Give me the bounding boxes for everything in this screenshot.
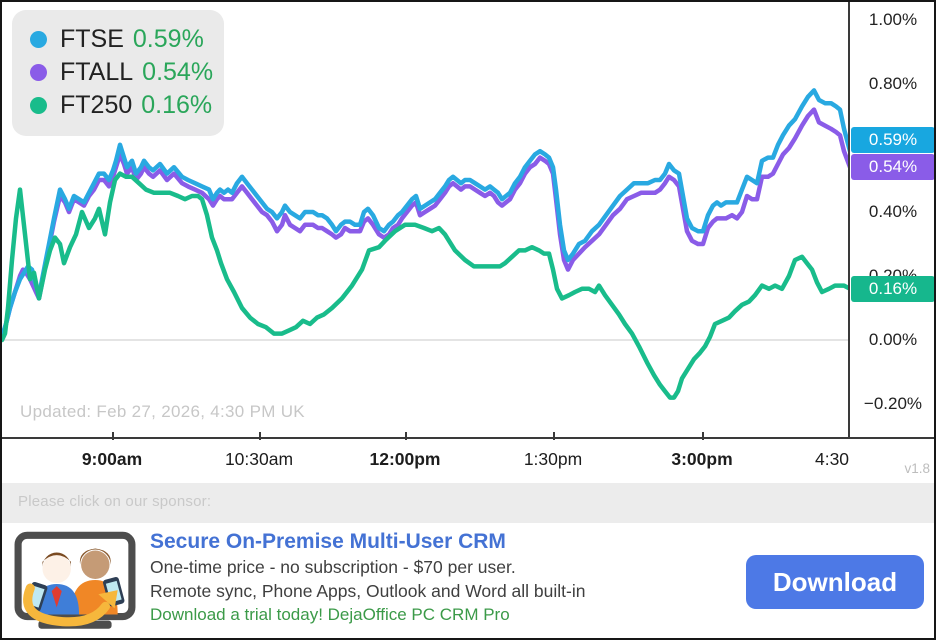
y-axis-label: 0.80% bbox=[868, 74, 918, 93]
updated-timestamp: Updated: Feb 27, 2026, 4:30 PM UK bbox=[20, 402, 305, 421]
y-axis-label: 1.00% bbox=[868, 10, 918, 29]
ftse-dot-icon bbox=[30, 31, 47, 48]
ftall-value-badge: 0.54% bbox=[851, 154, 934, 181]
legend-label: FT250 bbox=[60, 91, 133, 119]
legend-value: 0.16% bbox=[141, 91, 213, 119]
series-line-ft250 bbox=[2, 171, 850, 400]
x-axis-tick bbox=[405, 432, 407, 440]
x-axis-line bbox=[2, 437, 934, 439]
legend-value: 0.54% bbox=[142, 58, 214, 86]
ad-title-link[interactable]: Secure On-Premise Multi-User CRM bbox=[150, 530, 506, 553]
version-label: v1.8 bbox=[904, 461, 930, 476]
sponsor-notice: Please click on our sponsor: bbox=[18, 493, 212, 510]
x-axis-tick bbox=[553, 432, 555, 440]
ftall-dot-icon bbox=[30, 64, 47, 81]
legend-item-ft250: FT250 0.16% bbox=[30, 89, 224, 122]
y-axis-label: −0.20% bbox=[863, 394, 923, 413]
ft250-value-badge: 0.16% bbox=[851, 275, 934, 302]
ftse-value-badge: 0.59% bbox=[851, 127, 934, 154]
x-axis-label: 12:00pm bbox=[369, 449, 441, 469]
x-axis-tick bbox=[702, 432, 704, 440]
download-button[interactable]: Download bbox=[746, 555, 924, 609]
x-axis-label: 1:30pm bbox=[523, 449, 583, 469]
ft250-dot-icon bbox=[30, 97, 47, 114]
legend-value: 0.59% bbox=[132, 25, 204, 53]
series-line-ftse bbox=[2, 88, 850, 340]
x-axis-label: 9:00am bbox=[81, 449, 143, 469]
ad-cta-link[interactable]: Download a trial today! DejaOffice PC CR… bbox=[150, 605, 510, 624]
price-chart bbox=[2, 88, 850, 400]
ad-line-1: One-time price - no subscription - $70 p… bbox=[150, 557, 516, 577]
legend-label: FTALL bbox=[60, 58, 134, 86]
legend-item-ftse: FTSE 0.59% bbox=[30, 23, 224, 56]
x-axis-label: 10:30am bbox=[224, 449, 294, 469]
sponsor-strip: Please click on our sponsor: bbox=[2, 483, 934, 523]
ad-line-2: Remote sync, Phone Apps, Outlook and Wor… bbox=[150, 581, 586, 601]
x-axis-tick bbox=[259, 432, 261, 440]
series-line-ftall bbox=[2, 107, 850, 340]
legend-item-ftall: FTALL 0.54% bbox=[30, 56, 224, 89]
chart-legend: FTSE 0.59% FTALL 0.54% FT250 0.16% bbox=[12, 10, 224, 136]
y-axis-label: 0.40% bbox=[868, 202, 918, 221]
sponsor-ad[interactable]: Secure On-Premise Multi-User CRM One-tim… bbox=[2, 523, 934, 638]
legend-label: FTSE bbox=[60, 25, 124, 53]
x-axis-label: 3:00pm bbox=[671, 449, 733, 469]
ad-copy: Secure On-Premise Multi-User CRM One-tim… bbox=[150, 528, 585, 626]
x-axis-tick bbox=[112, 432, 114, 440]
y-axis-label: 0.00% bbox=[868, 330, 918, 349]
dejaoffice-logo[interactable] bbox=[12, 531, 138, 631]
y-axis-line bbox=[848, 2, 850, 438]
x-axis-label: 4:30 bbox=[814, 449, 850, 469]
